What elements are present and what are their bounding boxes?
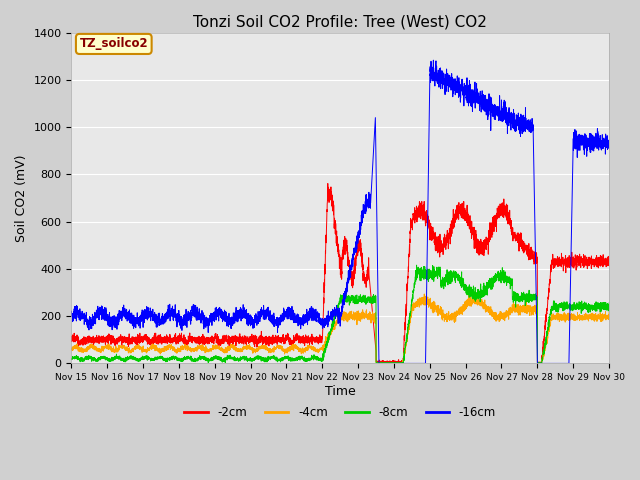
Legend: -2cm, -4cm, -8cm, -16cm: -2cm, -4cm, -8cm, -16cm <box>180 401 500 424</box>
Y-axis label: Soil CO2 (mV): Soil CO2 (mV) <box>15 154 28 242</box>
Text: TZ_soilco2: TZ_soilco2 <box>79 37 148 50</box>
Title: Tonzi Soil CO2 Profile: Tree (West) CO2: Tonzi Soil CO2 Profile: Tree (West) CO2 <box>193 15 487 30</box>
X-axis label: Time: Time <box>325 385 356 398</box>
